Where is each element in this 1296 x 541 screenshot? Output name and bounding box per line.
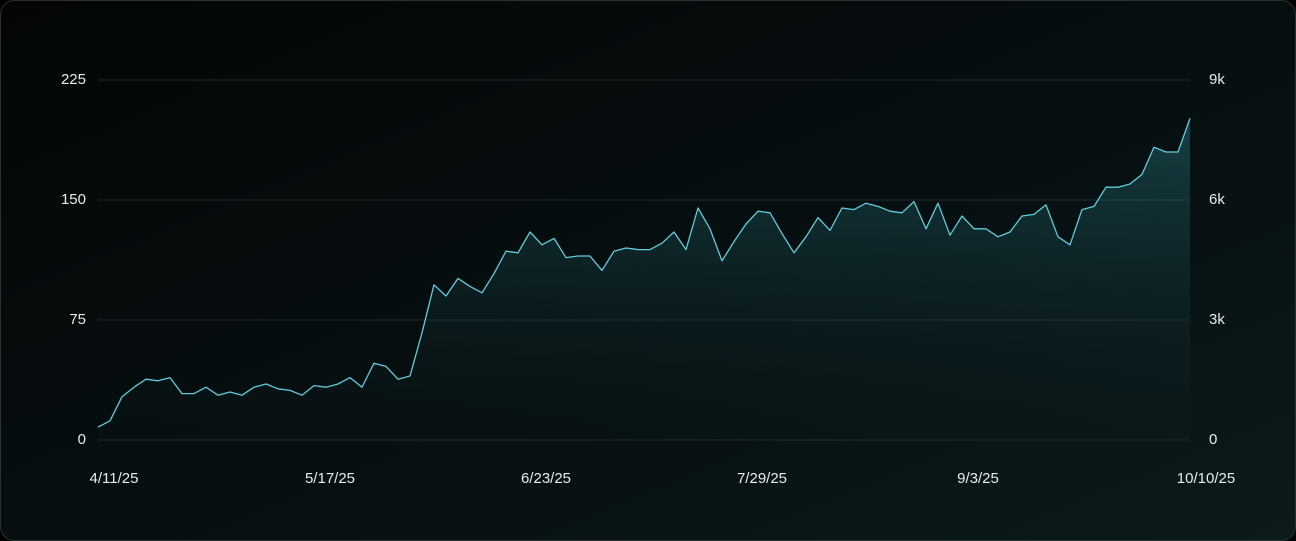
x-tick-label: 7/29/25 bbox=[737, 470, 787, 487]
x-tick-label: 6/23/25 bbox=[521, 470, 571, 487]
y-tick-label: 0 bbox=[78, 431, 86, 448]
x-tick-label: 4/11/25 bbox=[90, 470, 139, 487]
x-tick-label: 5/17/25 bbox=[305, 470, 355, 487]
y-tick-label: 150 bbox=[61, 191, 86, 208]
y2-tick-label: 6k bbox=[1209, 191, 1225, 208]
area bbox=[98, 118, 1190, 441]
y-tick-label: 75 bbox=[69, 311, 86, 328]
y2-tick-label: 0 bbox=[1209, 431, 1217, 448]
x-tick-label: 9/3/25 bbox=[957, 470, 999, 487]
x-tick-label: 10/10/25 bbox=[1177, 470, 1235, 487]
y2-tick-label: 9k bbox=[1209, 71, 1225, 88]
y-tick-label: 225 bbox=[61, 71, 86, 88]
line bbox=[97, 118, 1191, 428]
y2-tick-label: 3k bbox=[1209, 311, 1225, 328]
